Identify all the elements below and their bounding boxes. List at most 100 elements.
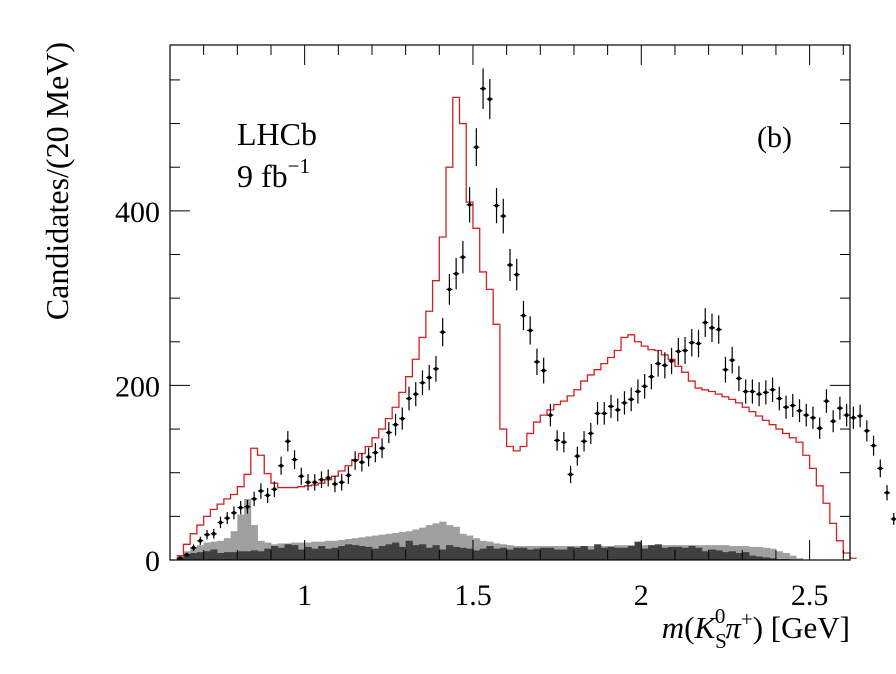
data-point <box>237 500 244 515</box>
data-point <box>305 474 312 491</box>
background-dark-bin <box>183 554 191 560</box>
y-tick-label: 0 <box>145 545 160 578</box>
background-dark-bin <box>398 546 407 560</box>
data-point <box>486 79 493 120</box>
data-point <box>708 313 715 343</box>
data-point <box>870 435 877 456</box>
data-point <box>210 529 217 539</box>
data-point <box>385 422 392 444</box>
data-point <box>338 474 345 491</box>
data-point <box>500 198 507 234</box>
data-point <box>581 431 588 452</box>
background-dark-bin <box>634 541 642 560</box>
data-point <box>574 446 581 466</box>
data-point <box>284 431 291 452</box>
background-dark-bin <box>338 546 346 560</box>
fit-curve <box>176 96 857 559</box>
data-point <box>884 485 891 501</box>
background-light-bin <box>789 555 797 560</box>
background-light-bin <box>371 535 380 560</box>
data-point <box>291 450 298 469</box>
data-point <box>453 257 460 290</box>
background-dark-bin <box>701 551 710 560</box>
background-light-bin <box>230 531 238 560</box>
background-dark-bin <box>264 548 272 560</box>
background-dark-bin <box>439 549 447 560</box>
background-dark-bin <box>580 546 588 560</box>
data-point <box>419 370 426 396</box>
data-point <box>480 68 487 109</box>
data-point <box>695 329 702 358</box>
background-dark-bin <box>466 548 474 560</box>
background-dark-bin <box>446 545 454 560</box>
data-point <box>675 337 682 365</box>
background-dark-bin <box>607 546 615 560</box>
background-dark-bin <box>237 551 245 560</box>
data-point <box>850 406 857 429</box>
data-point <box>628 387 635 412</box>
background-dark-bin <box>351 545 359 560</box>
data-point <box>446 274 453 305</box>
background-dark-bin <box>318 546 326 560</box>
data-point <box>816 417 823 439</box>
data-point <box>197 536 204 545</box>
background-dark-bin <box>223 552 231 560</box>
data-point <box>560 432 567 453</box>
background-light-bin <box>446 525 454 560</box>
background-light-bin <box>452 526 460 560</box>
background-light-bin <box>459 533 467 560</box>
background-dark-bin <box>695 547 703 560</box>
data-point <box>459 240 466 274</box>
background-dark-bin <box>250 550 258 560</box>
data-point <box>830 410 837 433</box>
data-point <box>735 365 742 392</box>
data-point <box>365 447 372 467</box>
background-light-bin <box>762 547 770 560</box>
background-dark-bin <box>244 551 252 560</box>
background-dark-bin <box>486 546 494 560</box>
data-point <box>594 402 601 425</box>
background-dark-bin <box>587 549 595 560</box>
background-dark-bin <box>513 547 521 560</box>
background-light-bin <box>217 540 225 560</box>
data-point <box>533 348 540 376</box>
panel-label: (b) <box>757 121 792 154</box>
data-point <box>507 248 513 282</box>
data-point <box>789 393 796 418</box>
background-dark-bin <box>520 547 528 560</box>
data-point <box>352 451 359 470</box>
background-dark-bin <box>499 547 508 560</box>
luminosity-exponent: −1 <box>288 154 310 178</box>
background-dark-bin <box>560 549 568 560</box>
background-dark-bin <box>547 547 555 560</box>
data-point <box>392 413 399 436</box>
data-point <box>614 398 621 422</box>
data-point <box>762 380 769 405</box>
background-dark-bin <box>749 555 757 560</box>
y-tick-label: 400 <box>115 196 160 229</box>
data-point <box>857 404 864 428</box>
background-dark-bin <box>621 547 629 560</box>
luminosity-base: 9 fb <box>237 158 288 194</box>
background-light-bin <box>398 532 407 560</box>
background-light-bin <box>782 553 790 560</box>
y-tick-label: 200 <box>115 370 160 403</box>
background-dark-bin <box>277 547 285 560</box>
background-dark-bin <box>425 547 433 560</box>
data-point <box>621 391 628 415</box>
data-point <box>749 379 756 404</box>
background-dark-bin <box>715 550 723 560</box>
x-tick-label: 1.5 <box>454 579 492 612</box>
data-point <box>325 469 332 487</box>
data-point <box>547 403 554 427</box>
data-point <box>190 544 197 552</box>
background-dark-bin <box>365 546 373 560</box>
background-dark-bin <box>358 546 366 560</box>
background-dark-bin <box>210 549 218 560</box>
background-dark-histogram <box>176 540 790 560</box>
background-dark-bin <box>419 544 427 560</box>
data-point <box>527 316 534 345</box>
background-dark-bin <box>311 548 319 560</box>
data-point <box>742 379 749 404</box>
data-point <box>668 347 675 375</box>
